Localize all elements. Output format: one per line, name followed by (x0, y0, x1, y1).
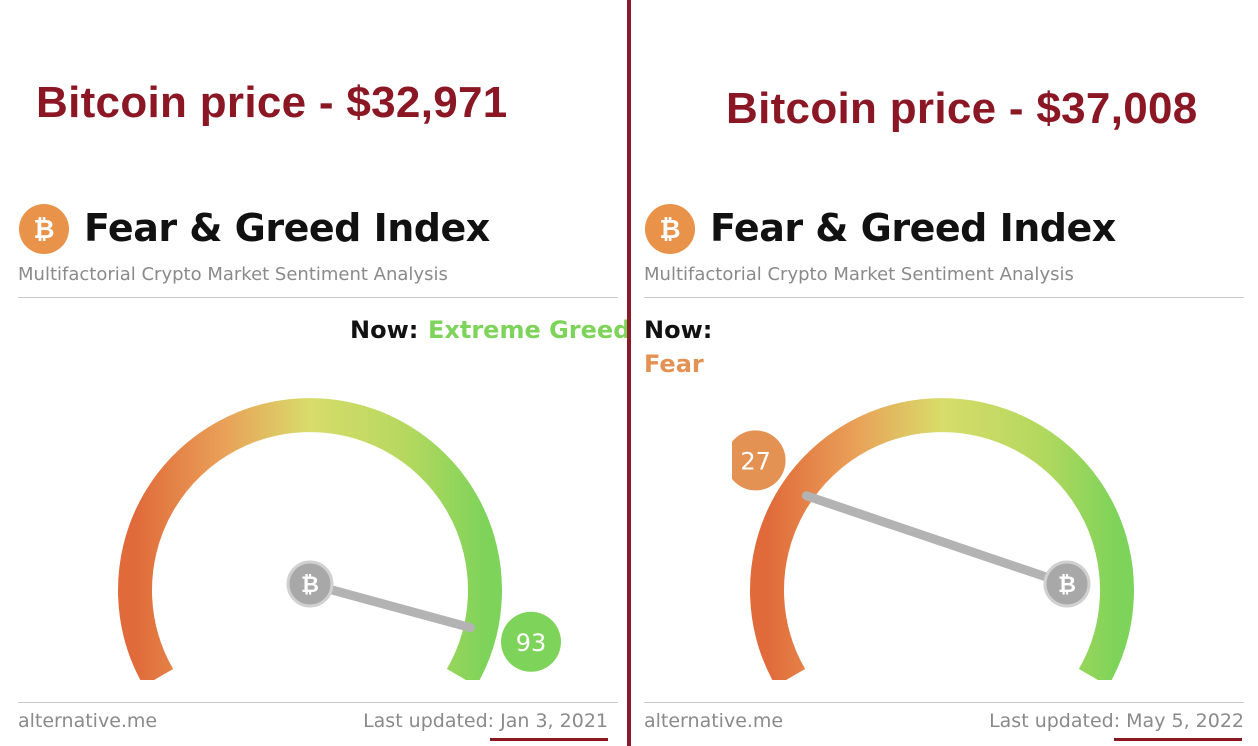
fear-greed-panel-jan-2021: Bitcoin price - $32,971 ₿ Fear & Greed I… (0, 0, 631, 746)
needle-hub-bitcoin-icon: ₿ (286, 560, 334, 608)
last-updated-label: Last updated: (989, 710, 1127, 732)
index-subtitle: Multifactorial Crypto Market Sentiment A… (18, 264, 448, 285)
svg-text:₿: ₿ (33, 215, 54, 245)
date-underline (1114, 738, 1242, 741)
last-updated-date: Jan 3, 2021 (500, 710, 608, 732)
bitcoin-price-heading: Bitcoin price - $32,971 (36, 78, 508, 127)
last-updated-date: May 5, 2022 (1126, 710, 1244, 732)
bitcoin-icon: ₿ (645, 204, 695, 254)
now-label: Now: (350, 316, 419, 344)
bitcoin-icon: ₿ (19, 204, 69, 254)
svg-text:₿: ₿ (659, 215, 680, 245)
now-label: Now: (644, 316, 713, 344)
sentiment-gauge: ₿ 27 (732, 398, 1134, 680)
gauge-arc (118, 398, 502, 680)
header-divider (644, 297, 1244, 298)
svg-text:₿: ₿ (301, 573, 319, 598)
needle-hub-bitcoin-icon: ₿ (1043, 560, 1091, 608)
header-divider (18, 297, 618, 298)
index-subtitle: Multifactorial Crypto Market Sentiment A… (644, 264, 1074, 285)
last-updated: Last updated: Jan 3, 2021 (363, 710, 608, 732)
index-value-badge: 27 (732, 430, 786, 491)
bitcoin-price-heading: Bitcoin price - $37,008 (726, 84, 1198, 133)
source-site-link[interactable]: alternative.me (18, 710, 158, 732)
svg-text:₿: ₿ (1058, 573, 1076, 598)
source-site-link[interactable]: alternative.me (644, 710, 784, 732)
last-updated-label: Last updated: (363, 710, 501, 732)
now-sentiment-value: Fear (644, 350, 704, 378)
gauge-needle (802, 491, 1072, 589)
gauge-needle (305, 579, 476, 633)
index-title: Fear & Greed Index (84, 206, 490, 250)
fear-greed-panel-may-2022: Bitcoin price - $37,008 ₿ Fear & Greed I… (632, 0, 1258, 746)
index-value: 93 (516, 629, 547, 657)
last-updated: Last updated: May 5, 2022 (989, 710, 1244, 732)
now-sentiment-value: Extreme Greed (428, 316, 631, 344)
footer-divider (644, 702, 1244, 703)
gauge-arc (750, 398, 1134, 680)
panel-divider (627, 0, 631, 746)
index-value-badge: 93 (501, 611, 561, 672)
footer-divider (18, 702, 618, 703)
date-underline (490, 738, 608, 741)
sentiment-gauge: ₿ 93 (118, 398, 561, 680)
index-value: 27 (740, 447, 771, 475)
index-title: Fear & Greed Index (710, 206, 1116, 250)
